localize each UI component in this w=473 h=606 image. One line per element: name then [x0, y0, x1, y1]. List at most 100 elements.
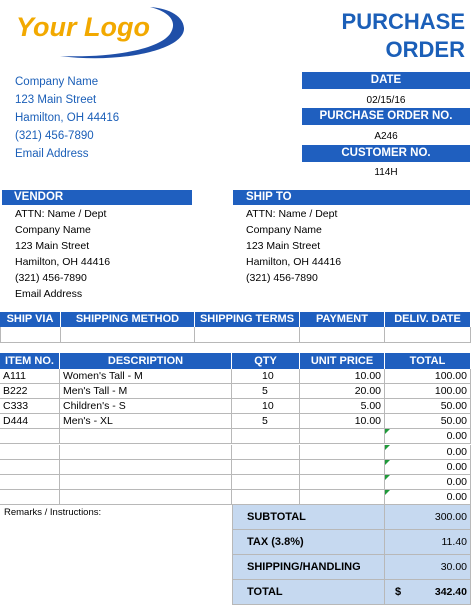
ship-to-line: 123 Main Street [246, 240, 321, 252]
blank-cell [300, 429, 385, 445]
blank-cell [232, 474, 300, 490]
customer-number-label: CUSTOMER NO. [302, 145, 470, 162]
item-cell: 5.00 [300, 399, 385, 415]
blank-cell [300, 489, 385, 505]
comment-marker [385, 459, 390, 465]
items-header: TOTAL [385, 353, 471, 369]
blank-row-total: 0.00 [385, 429, 471, 445]
blank-cell [232, 444, 300, 460]
vendor-line: Email Address [15, 288, 83, 300]
vendor-line: 123 Main Street [15, 240, 90, 252]
item-cell: 100.00 [385, 369, 471, 385]
blank-cell [60, 459, 232, 475]
blank-row-total: 0.00 [385, 459, 471, 475]
ship-to-line: Hamilton, OH 44416 [246, 256, 342, 268]
blank-row-total: 0.00 [385, 489, 471, 505]
logo: Your Logo [16, 7, 185, 59]
blank-cell [0, 489, 60, 505]
shipping-header: SHIP VIA [0, 312, 61, 327]
blank-row-total: 0.00 [385, 444, 471, 460]
shipping-cell [300, 327, 385, 343]
item-cell: Men's - XL [60, 414, 232, 430]
remarks-label: Remarks / Instructions: [4, 507, 102, 518]
date-value: 02/15/16 [366, 95, 406, 106]
item-cell: 10.00 [300, 369, 385, 385]
item-cell: 100.00 [385, 384, 471, 400]
company-name: Company Name [15, 76, 99, 88]
company-street: 123 Main Street [15, 94, 97, 106]
ship-to-line: ATTN: Name / Dept [246, 208, 338, 220]
blank-row-total: 0.00 [385, 474, 471, 490]
blank-cell [60, 474, 232, 490]
comment-marker [385, 429, 390, 435]
blank-cell [0, 474, 60, 490]
blank-cell [0, 459, 60, 475]
item-cell: 50.00 [385, 399, 471, 415]
shipping-cell [61, 327, 195, 343]
blank-cell [300, 459, 385, 475]
comment-marker [385, 444, 390, 450]
blank-cell [60, 444, 232, 460]
item-cell: 50.00 [385, 414, 471, 430]
shipping-cell [385, 327, 471, 343]
totals-value: 30.00 [385, 555, 471, 580]
vendor-line: Hamilton, OH 44416 [15, 256, 111, 268]
vendor-label: VENDOR [2, 190, 192, 205]
blank-cell [60, 489, 232, 505]
item-cell: Men's Tall - M [60, 384, 232, 400]
vendor-line: ATTN: Name / Dept [15, 208, 107, 220]
totals-value: 300.00 [385, 505, 471, 530]
totals-label: SUBTOTAL [232, 505, 385, 530]
shipping-header: PAYMENT [300, 312, 385, 327]
item-cell: 20.00 [300, 384, 385, 400]
item-cell: 10 [232, 399, 300, 415]
items-header: ITEM NO. [0, 353, 60, 369]
ship-to-line: (321) 456-7890 [246, 272, 318, 284]
items-header: DESCRIPTION [60, 353, 232, 369]
comment-marker [385, 489, 390, 495]
blank-cell [300, 474, 385, 490]
blank-cell [232, 429, 300, 445]
item-cell: C333 [0, 399, 60, 415]
totals-value: 342.40 [385, 580, 471, 605]
item-cell: Children's - S [60, 399, 232, 415]
logo-swoosh [60, 7, 185, 59]
comment-marker [385, 474, 390, 480]
totals-label: SHIPPING/HANDLING [232, 555, 385, 580]
company-phone: (321) 456-7890 [15, 130, 94, 142]
blank-cell [60, 429, 232, 445]
items-header: QTY [232, 353, 300, 369]
po-number-value: A246 [374, 131, 398, 142]
date-label: DATE [302, 72, 470, 89]
item-cell: 5 [232, 414, 300, 430]
item-cell: Women's Tall - M [60, 369, 232, 385]
item-cell: B222 [0, 384, 60, 400]
blank-cell [232, 489, 300, 505]
item-cell: 10.00 [300, 414, 385, 430]
po-number-label: PURCHASE ORDER NO. [302, 108, 470, 125]
vendor-line: (321) 456-7890 [15, 272, 87, 284]
totals-label: TOTAL [232, 580, 385, 605]
vendor-line: Company Name [15, 224, 91, 236]
items-header: UNIT PRICE [300, 353, 385, 369]
shipping-header: SHIPPING METHOD [61, 312, 195, 327]
shipping-cell [0, 327, 61, 343]
shipping-cell [195, 327, 300, 343]
blank-cell [0, 444, 60, 460]
company-email: Email Address [15, 148, 89, 160]
item-cell: D444 [0, 414, 60, 430]
logo-text: Your Logo [16, 12, 150, 42]
document-title: PURCHASE ORDER [341, 9, 465, 62]
totals-value: 11.40 [385, 530, 471, 555]
totals-panel [232, 505, 470, 605]
item-cell: A111 [0, 369, 60, 385]
blank-cell [300, 444, 385, 460]
customer-number-value: 114H [374, 167, 398, 178]
company-city: Hamilton, OH 44416 [15, 112, 120, 124]
item-cell: 10 [232, 369, 300, 385]
shipping-header: DELIV. DATE [385, 312, 471, 327]
blank-cell [232, 459, 300, 475]
ship-to-label: SHIP TO [233, 190, 470, 205]
